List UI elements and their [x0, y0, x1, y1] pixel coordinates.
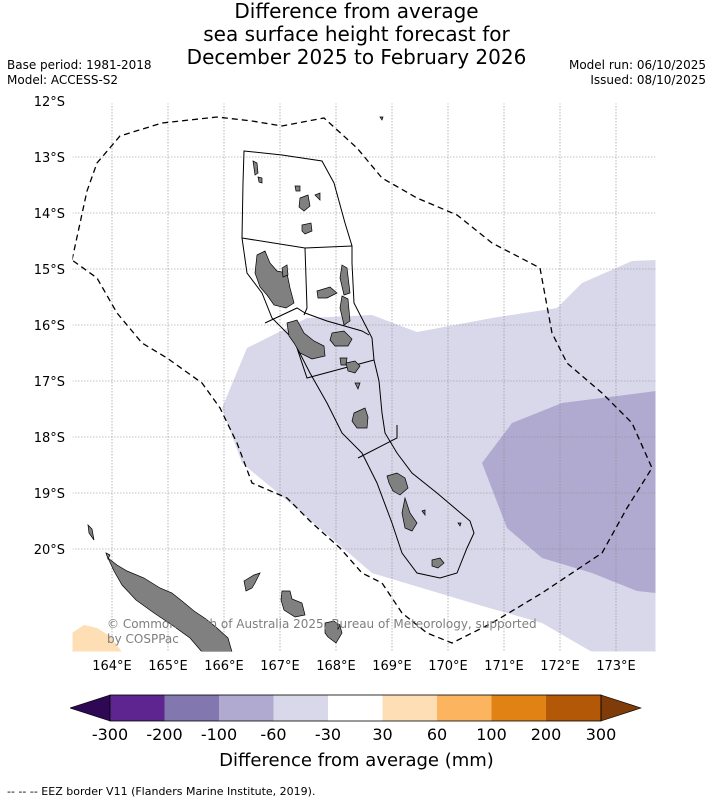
lat-label: 16°S [33, 319, 65, 334]
graticule [72, 103, 656, 652]
lat-label: 19°S [33, 487, 65, 502]
new-caledonia [107, 557, 233, 652]
colorbar-swatch [164, 695, 219, 721]
lat-label: 20°S [33, 543, 65, 558]
colorbar-tick-label: 100 [476, 725, 507, 744]
eez-legend: -- -- -- EEZ border V11 (Flanders Marine… [7, 785, 316, 798]
model-info: Base period: 1981-2018 Model: ACCESS-S2 [7, 58, 152, 88]
colorbar-tick-label: 60 [426, 725, 448, 744]
title-line-3: December 2025 to February 2026 [186, 45, 527, 69]
colorbar-extend-high [600, 694, 642, 722]
title-line-1: Difference from average [234, 0, 479, 23]
colorbar-tick-label: -30 [314, 725, 342, 744]
lat-label: 13°S [33, 151, 65, 166]
chart-title: Difference from average sea surface heig… [0, 0, 713, 69]
lat-label: 18°S [33, 431, 65, 446]
copyright-credit: © Commonwealth of Australia 2025, Bureau… [107, 617, 537, 647]
lat-label: 15°S [33, 263, 65, 278]
lon-label: 169°E [372, 659, 412, 674]
lon-label: 167°E [260, 659, 300, 674]
model-run: Model run: 06/10/2025 [568, 58, 706, 72]
base-period: Base period: 1981-2018 [7, 58, 152, 72]
colorbar-swatch [328, 695, 383, 721]
colorbar-tick-label: 300 [585, 725, 617, 744]
eez-border [72, 116, 653, 644]
run-info: Model run: 06/10/2025 Issued: 08/10/2025 [569, 58, 706, 88]
model-name: Model: ACCESS-S2 [7, 73, 119, 87]
colorbar-tick-label: 30 [372, 725, 393, 744]
lat-label: 17°S [33, 375, 65, 390]
issued-date: Issued: 08/10/2025 [590, 73, 706, 87]
colorbar-extend-low [69, 694, 111, 722]
colorbar-outline [109, 694, 602, 722]
colorbar-tick-label: -200 [146, 725, 183, 744]
espiritu-santo [254, 250, 295, 309]
map-frame [72, 103, 656, 652]
colorbar-swatch [437, 695, 492, 721]
positive-anomaly-patch [72, 625, 122, 652]
colorbar-tick-label: 200 [530, 725, 562, 744]
lon-label: 166°E [204, 659, 244, 674]
lon-label: 165°E [148, 659, 188, 674]
lon-label: 171°E [484, 659, 524, 674]
malekula [286, 319, 326, 360]
colorbar-tick-label: -100 [200, 725, 238, 744]
lat-label: 14°S [33, 207, 65, 222]
map-panel[interactable] [72, 103, 656, 652]
colorbar-title: Difference from average (mm) [219, 750, 494, 771]
lon-label: 172°E [540, 659, 580, 674]
anomaly-region-medium [482, 391, 656, 593]
credit-line-2: by COSPPac [107, 632, 179, 646]
lat-label: 12°S [33, 95, 65, 110]
efate [351, 407, 369, 429]
land [87, 116, 462, 652]
colorbar-swatch [110, 695, 165, 721]
lon-label: 170°E [428, 659, 468, 674]
lon-label: 173°E [596, 659, 636, 674]
colorbar [69, 694, 644, 728]
colorbar-swatch [546, 695, 601, 721]
title-line-2: sea surface height forecast for [203, 22, 510, 46]
colorbar-svg [69, 694, 642, 722]
colorbar-swatch [491, 695, 546, 721]
colorbar-tick-label: -60 [260, 725, 287, 744]
colorbar-tick-label: -300 [91, 725, 129, 744]
colorbar-swatch [219, 695, 274, 721]
colorbar-swatch [273, 695, 328, 721]
map-svg [72, 103, 656, 652]
credit-line-1: © Commonwealth of Australia 2025, Bureau… [107, 617, 537, 631]
lon-label: 164°E [92, 659, 132, 674]
colorbar-swatch [382, 695, 437, 721]
lon-label: 168°E [316, 659, 356, 674]
